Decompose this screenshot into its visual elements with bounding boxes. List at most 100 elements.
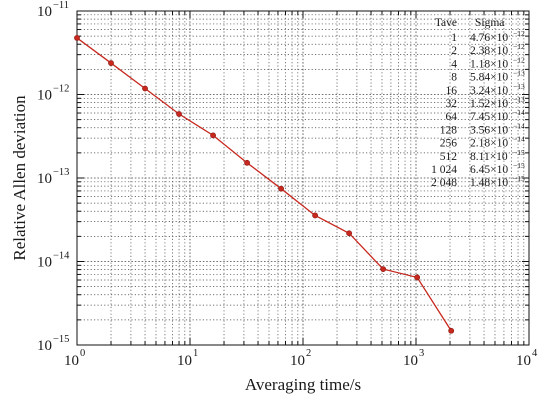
axis-ticks <box>76 11 529 346</box>
table-cell-sigma-exponent: −14 <box>513 135 525 144</box>
table-cell-sigma: 1.18×10 <box>470 58 508 70</box>
table-header-sigma: Sigma <box>475 17 504 29</box>
x-tick-base: 10 <box>177 353 192 369</box>
x-tick-exponent: 1 <box>193 348 198 359</box>
x-tick-label: 10 3 <box>403 348 424 369</box>
y-tick-exponent: −15 <box>53 334 69 345</box>
x-tick-label: 10 4 <box>516 348 538 369</box>
x-tick-exponent: 3 <box>419 348 424 359</box>
table-cell-sigma-exponent: −12 <box>513 42 525 51</box>
table-cell-sigma-exponent: −15 <box>513 161 525 170</box>
table-cell-sigma: 8.11×10 <box>470 151 508 163</box>
y-tick-base: 10 <box>37 255 52 271</box>
table-cell-tave: 2 <box>451 45 457 57</box>
y-tick-label: 10 −15 <box>37 334 69 354</box>
y-tick-exponent: −14 <box>53 251 70 262</box>
table-cell-tave: 8 <box>451 72 457 84</box>
x-tick-exponent: 2 <box>306 348 311 359</box>
table-cell-sigma: 6.45×10 <box>470 164 508 176</box>
table-cell-tave: 1 024 <box>431 164 457 176</box>
table-cell-sigma-exponent: −15 <box>513 148 525 157</box>
y-tick-label: 10 −13 <box>37 167 69 187</box>
table-cell-tave: 16 <box>446 85 458 97</box>
y-tick-exponent: −11 <box>53 0 69 11</box>
table-cell-sigma: 1.48×10 <box>470 177 508 189</box>
x-tick-base: 10 <box>64 353 79 369</box>
table-cell-sigma-exponent: −13 <box>513 69 525 78</box>
series-line <box>76 37 452 332</box>
x-tick-label: 10 1 <box>177 348 198 369</box>
table-cell-sigma: 3.24×10 <box>470 85 508 97</box>
y-tick-exponent: −12 <box>53 84 69 95</box>
x-axis-label: Averaging time/s <box>245 375 361 394</box>
x-tick-base: 10 <box>290 353 305 369</box>
table-cell-tave: 2 048 <box>431 177 457 189</box>
table-header-tave: Tave <box>435 17 457 29</box>
grid <box>77 11 529 345</box>
y-tick-label: 10 −12 <box>37 84 69 104</box>
x-tick-label: 10 0 <box>64 348 85 369</box>
data-point <box>380 266 387 272</box>
table-cell-tave: 32 <box>446 98 458 110</box>
x-tick-label: 10 2 <box>290 348 311 369</box>
table-cell-sigma: 2.18×10 <box>470 138 508 150</box>
table-cell-tave: 256 <box>440 138 458 150</box>
y-tick-base: 10 <box>37 338 52 354</box>
series <box>74 35 455 334</box>
x-tick-base: 10 <box>403 353 418 369</box>
table-row: 2 2.38×10 −12 <box>451 42 525 57</box>
table-row: 1 4.76×10 −12 <box>451 29 525 44</box>
data-point <box>176 111 182 117</box>
x-tick-exponent: 4 <box>532 348 538 359</box>
data-point <box>142 85 148 92</box>
table-cell-sigma: 4.76×10 <box>470 32 508 44</box>
data-point <box>448 327 455 334</box>
y-tick-label: 10 −11 <box>37 0 69 20</box>
table-cell-tave: 128 <box>440 124 458 136</box>
table-cell-sigma-exponent: −13 <box>513 82 525 91</box>
table-cell-sigma: 2.38×10 <box>470 45 508 57</box>
table-row: 2 048 1.48×10 −15 <box>431 174 525 189</box>
data-point <box>210 132 216 139</box>
table-row: 4 1.18×10 −12 <box>451 55 525 70</box>
data-point <box>312 212 319 219</box>
table-row: 32 1.52×10 −13 <box>446 95 525 110</box>
y-tick-exponent: −13 <box>53 167 69 178</box>
table-row: 512 8.11×10 −15 <box>440 148 525 163</box>
data-point <box>346 230 353 237</box>
table-cell-sigma: 1.52×10 <box>470 98 508 110</box>
data-point <box>74 35 80 41</box>
table-row: 128 3.56×10 −14 <box>440 121 525 136</box>
table-cell-sigma: 3.56×10 <box>470 124 508 136</box>
table-cell-sigma-exponent: −15 <box>513 174 525 183</box>
table-cell-sigma-exponent: −13 <box>513 95 525 104</box>
table-row: 8 5.84×10 −13 <box>451 69 525 84</box>
data-point <box>278 185 284 192</box>
y-tick-label: 10 −14 <box>37 251 70 271</box>
table-cell-sigma: 5.84×10 <box>470 72 508 84</box>
table-cell-sigma-exponent: −14 <box>513 121 525 130</box>
table-row: 1 024 6.45×10 −15 <box>431 161 525 176</box>
y-tick-base: 10 <box>37 171 52 187</box>
table-row: 64 7.45×10 −14 <box>446 108 525 123</box>
table-cell-sigma-exponent: −12 <box>513 55 525 64</box>
table-cell-tave: 4 <box>451 58 457 70</box>
table-cell-tave: 512 <box>440 151 458 163</box>
table-cell-sigma-exponent: −14 <box>513 108 525 117</box>
table-cell-sigma-exponent: −12 <box>513 29 525 38</box>
table-cell-tave: 64 <box>446 111 458 123</box>
data-point <box>244 159 250 166</box>
data-point <box>414 274 421 281</box>
x-tick-base: 10 <box>516 353 531 369</box>
y-tick-base: 10 <box>37 4 52 20</box>
y-axis-label: Relative Allen deviation <box>10 95 29 261</box>
table-row: 256 2.18×10 −14 <box>440 135 525 150</box>
table-row: 16 3.24×10 −13 <box>446 82 525 97</box>
x-tick-exponent: 0 <box>80 348 85 359</box>
y-tick-base: 10 <box>37 88 52 104</box>
data-point <box>108 60 114 66</box>
table-cell-sigma: 7.45×10 <box>470 111 508 123</box>
